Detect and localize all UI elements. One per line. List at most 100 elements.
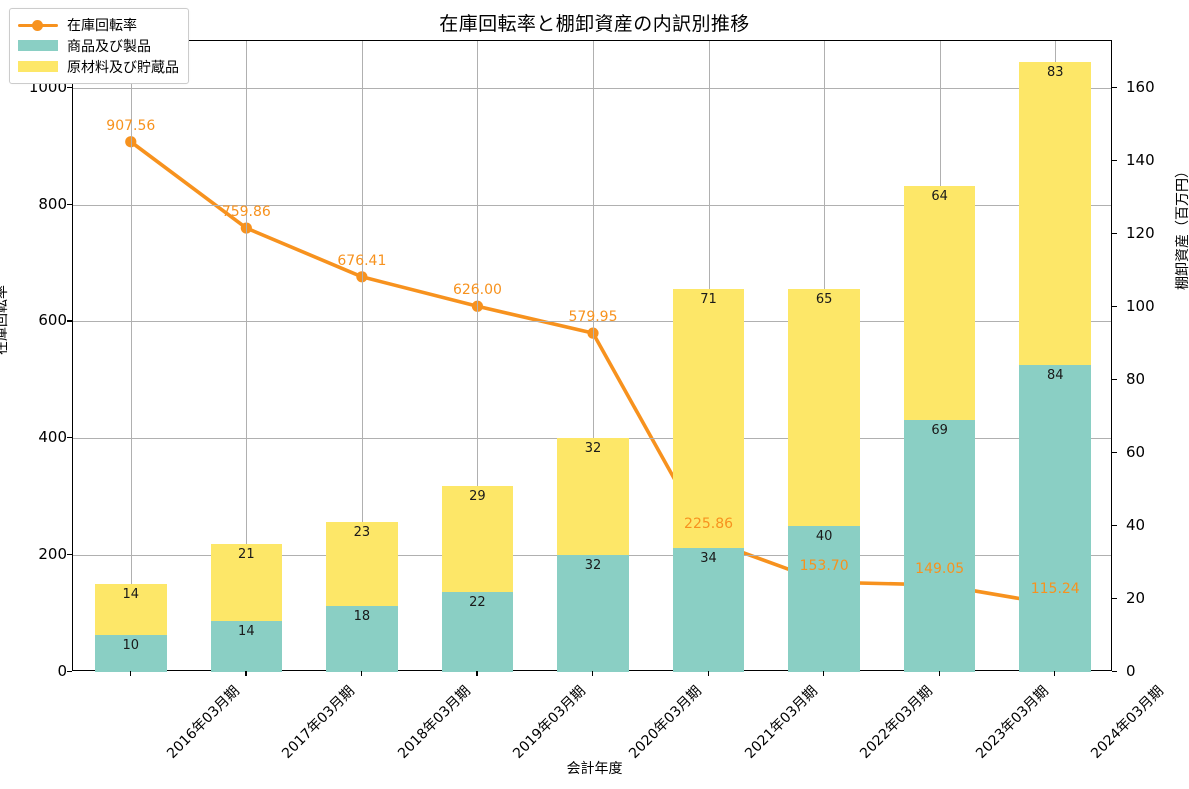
bar-segment-label: 21 <box>238 547 255 563</box>
x-axis-tick-mark <box>707 671 709 676</box>
legend-color-swatch <box>18 61 58 72</box>
right-axis-tick-mark <box>1112 451 1117 454</box>
x-axis-tick-label: 2024年03月期 <box>1088 683 1168 762</box>
right-axis-tick-label: 160 <box>1126 77 1155 96</box>
bar-segment[interactable] <box>903 186 976 421</box>
chart-title: 在庫回転率と棚卸資産の内訳別推移 <box>439 13 750 35</box>
bar-segment-label: 14 <box>238 623 255 639</box>
plot-area: 10 14 14 21 18 23 22 29 32 32 34 71 40 65 69 64 84 83 907.… <box>72 40 1112 672</box>
right-axis-tick-mark <box>1112 671 1117 673</box>
bar-segment[interactable] <box>557 555 629 672</box>
gridline-vertical <box>593 41 594 670</box>
gridline-horizontal <box>73 87 1111 89</box>
bar-segment-label: 18 <box>353 609 371 625</box>
x-axis-tick-mark <box>360 671 363 676</box>
legend-item-label: 在庫回転率 <box>67 17 137 34</box>
legend-item[interactable]: 商品及び製品 <box>18 35 179 56</box>
bar-segment[interactable] <box>788 288 860 526</box>
x-axis-tick-label: 2016年03月期 <box>163 683 243 762</box>
bar-segment[interactable] <box>210 544 283 621</box>
x-axis-tick-mark <box>823 671 825 676</box>
x-axis-tick-label: 2021年03月期 <box>741 683 821 762</box>
right-axis-tick-label: 20 <box>1126 588 1146 607</box>
left-axis-tick-label: 200 <box>38 545 67 564</box>
x-axis-tick-mark <box>129 671 131 676</box>
right-axis-tick-mark <box>1112 378 1117 381</box>
legend-color-swatch <box>18 40 58 51</box>
bar-segment[interactable] <box>326 606 398 672</box>
line-point-label: 149.05 <box>915 560 965 577</box>
right-axis-tick-label: 100 <box>1126 296 1155 315</box>
right-axis-tick-mark <box>1112 232 1117 234</box>
gridline-horizontal <box>73 321 1111 323</box>
bar-segment-label: 14 <box>122 587 140 603</box>
bar-segment[interactable] <box>1019 62 1092 366</box>
line-point-label: 579.95 <box>568 309 618 326</box>
bar-segment-label: 65 <box>815 291 833 307</box>
chart-legend: 在庫回転率 商品及び製品原材料及び貯蔵品 <box>9 8 189 84</box>
line-point-label: 225.86 <box>684 516 734 533</box>
left-axis-tick-label: 800 <box>38 194 67 213</box>
gridline-vertical <box>477 41 479 670</box>
left-axis-tick-mark <box>67 437 72 439</box>
bar-segment[interactable] <box>1019 365 1092 672</box>
bar-segment-label: 34 <box>700 550 717 566</box>
left-axis-tick-mark <box>67 86 72 88</box>
gridline-horizontal <box>73 204 1111 206</box>
x-axis-tick-mark <box>1054 671 1056 676</box>
left-axis-tick-mark <box>67 554 72 556</box>
legend-item[interactable]: 在庫回転率 <box>18 14 179 35</box>
gridline-vertical <box>130 41 132 670</box>
right-axis-tick-mark <box>1112 597 1117 600</box>
bar-segment[interactable] <box>326 522 398 607</box>
gridline-vertical <box>361 41 363 670</box>
bar-segment[interactable] <box>94 635 167 672</box>
bar-segment-label: 64 <box>931 189 948 205</box>
gridline-vertical <box>246 41 248 670</box>
bar-segment[interactable] <box>903 420 976 672</box>
left-axis-tick-label: 0 <box>57 662 67 680</box>
right-axis-tick-label: 120 <box>1126 223 1155 242</box>
right-axis-tick-mark <box>1112 159 1117 161</box>
legend-item-label: 原材料及び貯蔵品 <box>67 59 179 76</box>
bar-segment[interactable] <box>672 288 745 548</box>
x-axis-title: 会計年度 <box>566 761 623 777</box>
left-axis-tick-mark <box>67 203 72 205</box>
bar-segment-label: 84 <box>1046 368 1064 384</box>
bar-segment[interactable] <box>441 591 514 672</box>
bar-segment-label: 69 <box>931 423 948 439</box>
x-axis-tick-label: 2023年03月期 <box>972 683 1052 762</box>
line-point-label: 626.00 <box>452 282 502 299</box>
left-axis-tick-mark <box>67 320 72 322</box>
right-axis-tick-label: 80 <box>1126 369 1146 388</box>
x-axis-tick-mark <box>476 671 478 676</box>
bar-segment-label: 32 <box>584 558 602 574</box>
line-point-label: 759.86 <box>221 204 271 221</box>
bar-segment-label: 40 <box>815 528 833 544</box>
bar-segment[interactable] <box>788 525 860 672</box>
x-axis-tick-label: 2022年03月期 <box>857 683 936 762</box>
x-axis-tick-label: 2019年03月期 <box>510 683 590 762</box>
legend-line-marker-icon <box>18 17 58 33</box>
bar-segment-label: 32 <box>584 441 602 457</box>
legend-item[interactable]: 原材料及び貯蔵品 <box>18 56 179 77</box>
legend-swatch-icon <box>18 38 58 54</box>
bar-segment-label: 29 <box>469 488 486 504</box>
right-axis-tick-label: 0 <box>1126 662 1136 680</box>
x-axis-tick-mark <box>938 671 940 676</box>
x-axis-tick-mark <box>592 671 594 676</box>
bar-segment-label: 10 <box>122 638 140 654</box>
line-point-label: 115.24 <box>1030 580 1080 597</box>
legend-dot-icon <box>32 19 43 31</box>
bar-segment[interactable] <box>441 485 514 592</box>
x-axis-tick-label: 2018年03月期 <box>394 683 474 762</box>
bar-segment[interactable] <box>557 438 629 556</box>
bar-segment[interactable] <box>672 547 745 672</box>
bar-segment[interactable] <box>94 584 167 636</box>
bar-segment-label: 22 <box>469 594 486 610</box>
x-axis-tick-mark <box>245 671 247 676</box>
bar-segment[interactable] <box>210 620 283 672</box>
right-axis-tick-mark <box>1112 305 1117 308</box>
bar-segment-label: 83 <box>1046 65 1064 81</box>
